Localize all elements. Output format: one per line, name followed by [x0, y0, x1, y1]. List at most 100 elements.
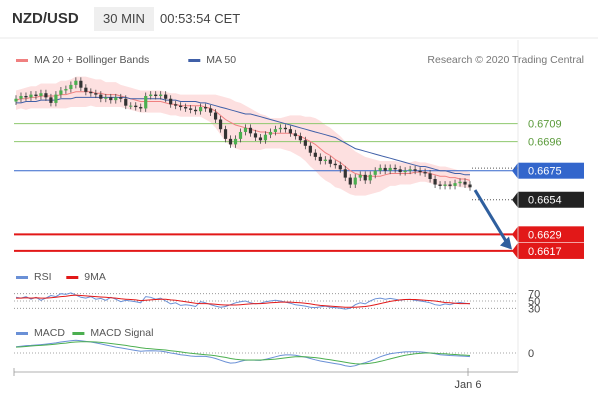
forecast-arrow-shaft [473, 189, 510, 246]
axes-layer: Jan 6 [0, 37, 598, 391]
level-label-0.6696: 0.6696 [528, 137, 562, 149]
candle-body [69, 84, 73, 90]
rsi-legend-swatch [16, 276, 28, 279]
rsi-ma-line [16, 294, 470, 308]
last-price-label: 0.6654 [528, 195, 562, 207]
last-price-tag-pointer [512, 191, 518, 208]
candle-body [169, 98, 173, 105]
candle-body [348, 177, 352, 185]
candle-body [343, 169, 347, 178]
candle-body [14, 98, 18, 102]
price-legend-label: MA 20 + Bollinger Bands [34, 54, 149, 66]
level-label-0.6675: 0.6675 [528, 166, 562, 178]
last-price-tag [518, 191, 584, 208]
candle-body [358, 174, 362, 178]
candle-body [398, 169, 402, 173]
candle-body [79, 80, 83, 88]
level-tag-pointer-0.6675 [512, 162, 518, 179]
candle-body [149, 94, 153, 96]
candle-body [74, 80, 78, 85]
macd-legend-label: MACD Signal [90, 327, 153, 339]
candle-body [208, 108, 213, 113]
candle-body [124, 98, 128, 106]
candle-body [119, 97, 123, 99]
candle-body [198, 107, 203, 112]
candle-body [154, 94, 158, 96]
candle-body [458, 181, 462, 184]
candle-body [34, 94, 38, 96]
candle-body [59, 90, 63, 95]
level-tag-0.6675 [518, 162, 584, 179]
candle-body [318, 156, 322, 162]
candle-body [253, 133, 258, 138]
candle-body [194, 109, 198, 112]
price-legend-label: MA 50 [206, 54, 236, 66]
candle-body [104, 97, 108, 99]
candle-body [139, 107, 143, 109]
candle-body [228, 138, 233, 145]
candle-body [443, 184, 447, 186]
rsi-level-label-30: 30 [528, 303, 540, 315]
candle-body [328, 159, 332, 164]
copyright-text: Research © 2020 Trading Central [427, 54, 584, 66]
candle-body [49, 97, 53, 103]
chart-header: NZD/USD 30 MIN 00:53:54 CET [0, 0, 598, 38]
candle-body [293, 133, 297, 137]
candle-body [428, 173, 432, 179]
candle-body [94, 93, 98, 95]
macd-zero-label: 0 [528, 348, 534, 360]
candle-body [134, 105, 138, 108]
timeframe-badge[interactable]: 30 MIN [94, 7, 154, 31]
candle-body [233, 138, 238, 145]
price-levels-layer: 0.6709 0.6696 0.6675 0.6629 0.6617 0.6654 [14, 119, 584, 259]
rsi-level-label-70: 70 [528, 289, 540, 301]
candle-body [19, 95, 23, 99]
candle-body [448, 184, 452, 186]
candle-body [278, 127, 283, 130]
candle-body [368, 174, 372, 181]
candle-body [263, 134, 268, 141]
macd-signal-line [15, 341, 471, 365]
candle-body [184, 107, 188, 109]
level-tag-pointer-0.6617 [512, 242, 518, 259]
candle-body [418, 170, 422, 173]
candle-body [39, 93, 43, 96]
candle-body [468, 184, 472, 188]
candle-body [423, 172, 427, 174]
candle-body [179, 105, 183, 108]
candle-body [268, 131, 273, 135]
level-label-0.6629: 0.6629 [528, 229, 562, 241]
level-tag-0.6629 [518, 226, 584, 243]
rsi-legend-label: 9MA [84, 271, 106, 283]
candle-body [243, 127, 248, 132]
level-label-0.6617: 0.6617 [528, 246, 562, 258]
candle-body [308, 145, 312, 153]
candle-body [258, 137, 263, 141]
bollinger-band-fill [16, 76, 470, 196]
legends-layer: MA 20 + Bollinger Bands MA 50 RSI 9MA MACD MA… [16, 54, 584, 339]
level-label-0.6709: 0.6709 [528, 119, 562, 131]
macd-legend-swatch [16, 332, 28, 335]
candle-body [338, 165, 342, 170]
candle-body [203, 107, 208, 109]
candle-body [64, 89, 68, 91]
candle-body [99, 94, 103, 99]
macd-legend-label: MACD [34, 327, 65, 339]
level-tag-pointer-0.6629 [512, 226, 518, 243]
candle-body [393, 167, 397, 170]
price-legend-swatch [16, 59, 28, 62]
candle-body [84, 87, 88, 92]
rsi-level-label-50: 50 [528, 296, 540, 308]
candle-body [54, 94, 58, 103]
candle-body [223, 129, 228, 139]
candle-body [313, 152, 317, 157]
candle-body [353, 177, 357, 185]
candle-body [109, 97, 113, 101]
candle-body [248, 127, 253, 134]
ma50-line [16, 96, 470, 176]
candle-body [129, 105, 133, 107]
candle-body [413, 169, 417, 171]
candle-body [373, 170, 377, 175]
